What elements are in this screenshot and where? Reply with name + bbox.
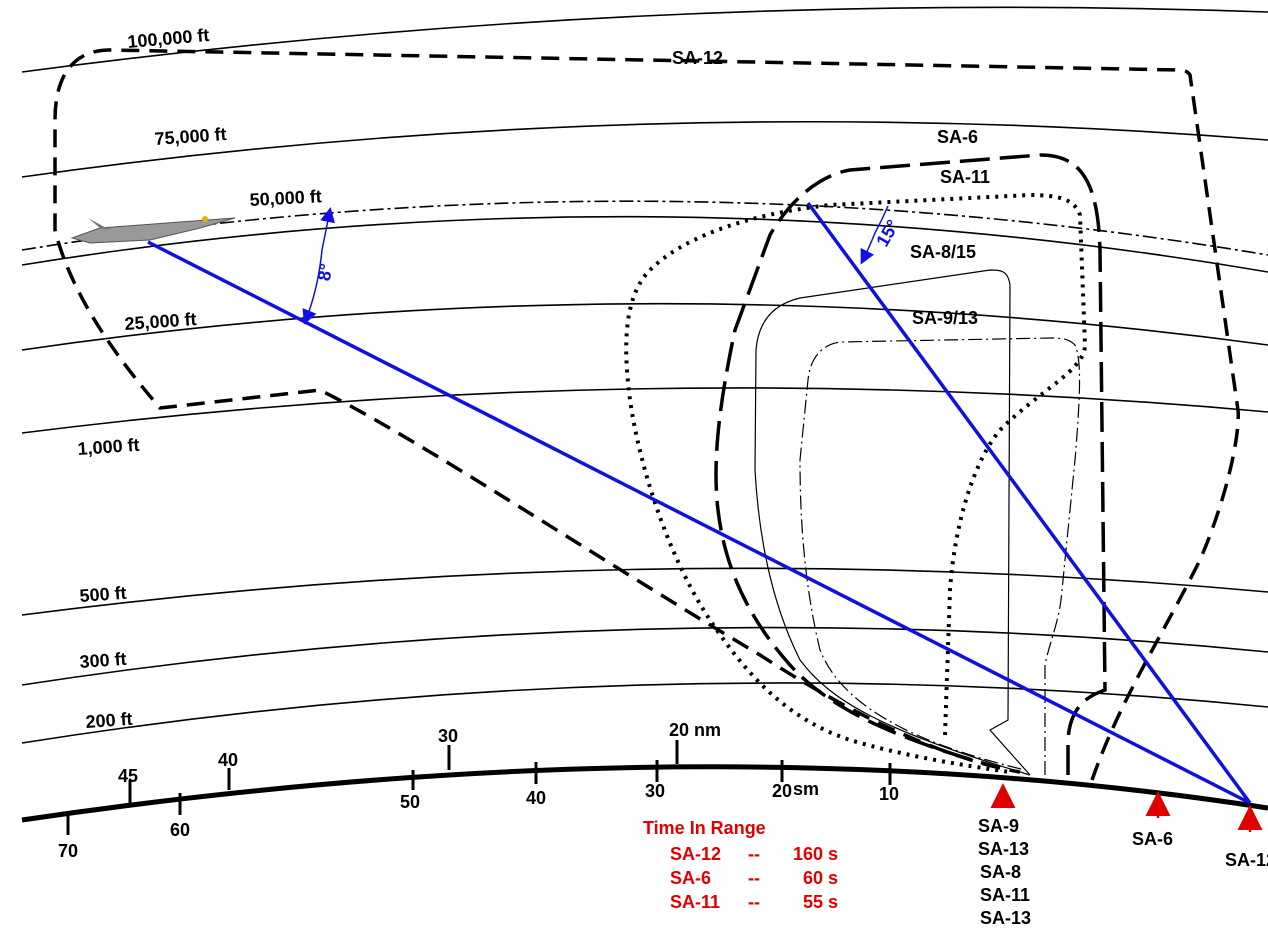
altitude-labels: 100,000 ft 75,000 ft 50,000 ft 25,000 ft…: [77, 25, 322, 732]
alt-label: 300 ft: [79, 649, 127, 672]
sm-label: 30: [645, 781, 665, 801]
site-label: SA-9: [978, 816, 1019, 836]
site-label: SA-11: [980, 885, 1030, 905]
tir-title: Time In Range: [643, 818, 766, 838]
envelope-label: SA-8/15: [910, 242, 976, 262]
nautical-labels: 45 40 30 20 nm: [118, 720, 721, 786]
tir-sep: --: [748, 868, 760, 888]
sm-label: 60: [170, 820, 190, 840]
sm-label: 50: [400, 792, 420, 812]
site-label: SA-6: [1132, 829, 1173, 849]
tir-name: SA-11: [670, 892, 720, 912]
alt-label: 1,000 ft: [77, 435, 140, 459]
envelope-label: SA-9/13: [912, 308, 978, 328]
site-label: SA-12: [1225, 850, 1268, 870]
alt-label: 25,000 ft: [124, 309, 197, 334]
tir-value: 60 s: [803, 868, 838, 888]
envelope-labels: SA-12 SA-6 SA-11 SA-8/15 SA-9/13: [672, 48, 990, 328]
alt-label: 50,000 ft: [249, 186, 322, 210]
site-label: SA-13: [978, 839, 1029, 859]
angle-arcs: [302, 205, 889, 325]
nm-label: 30: [438, 726, 458, 746]
tir-sep: --: [748, 844, 760, 864]
site-label: SA-8: [980, 862, 1021, 882]
site-label: SA-13: [980, 908, 1031, 928]
envelope-label: SA-12: [672, 48, 723, 68]
envelopes: [53, 48, 1240, 781]
site-labels: SA-9 SA-13 SA-8 SA-11 SA-13 SA-6 SA-12: [978, 816, 1268, 928]
tir-name: SA-12: [670, 844, 721, 864]
alt-label: 200 ft: [85, 709, 133, 732]
sm-label: 20: [772, 781, 792, 801]
nm-label: 20 nm: [669, 720, 721, 740]
time-in-range: Time In Range SA-12 -- 160 s SA-6 -- 60 …: [643, 818, 838, 912]
sm-label: 40: [526, 788, 546, 808]
alt-label: 75,000 ft: [154, 124, 227, 149]
tir-value: 55 s: [803, 892, 838, 912]
tir-value: 160 s: [793, 844, 838, 864]
nm-label: 45: [118, 766, 138, 786]
sm-label: sm: [793, 779, 819, 799]
alt-label: 100,000 ft: [127, 25, 210, 52]
sm-label: 10: [879, 784, 899, 804]
angle-label: 15°: [872, 216, 903, 250]
tir-sep: --: [748, 892, 760, 912]
envelope-label: SA-6: [937, 127, 978, 147]
envelope-label: SA-11: [940, 167, 990, 187]
sm-label: 70: [58, 841, 78, 861]
aircraft: [70, 216, 236, 244]
tir-name: SA-6: [670, 868, 711, 888]
statute-labels: 70 60 50 40 30 20 sm 10: [58, 779, 899, 861]
scale-ticks: [66, 740, 892, 835]
angle-label: 8°: [314, 262, 337, 282]
look-lines: [147, 201, 1252, 805]
site-arrows: [990, 783, 1263, 832]
nm-label: 40: [218, 750, 238, 770]
alt-label: 500 ft: [79, 583, 127, 606]
